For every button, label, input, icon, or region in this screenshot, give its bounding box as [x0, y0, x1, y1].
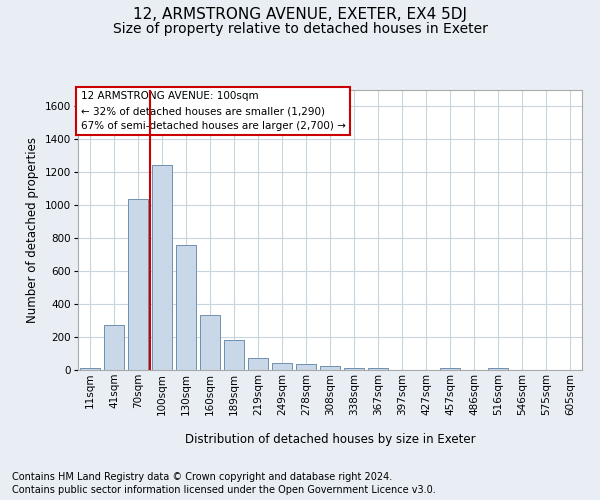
Bar: [128, 198, 148, 370]
Text: 12 ARMSTRONG AVENUE: 100sqm
← 32% of detached houses are smaller (1,290)
67% of : 12 ARMSTRONG AVENUE: 100sqm ← 32% of det…: [80, 92, 346, 131]
Text: 12, ARMSTRONG AVENUE, EXETER, EX4 5DJ: 12, ARMSTRONG AVENUE, EXETER, EX4 5DJ: [133, 8, 467, 22]
Y-axis label: Number of detached properties: Number of detached properties: [26, 137, 39, 323]
Bar: [80, 368, 100, 370]
Bar: [320, 366, 340, 370]
Bar: [200, 315, 220, 370]
Text: Distribution of detached houses by size in Exeter: Distribution of detached houses by size …: [185, 432, 475, 446]
Bar: [248, 358, 268, 370]
Bar: [440, 368, 460, 370]
Bar: [224, 340, 244, 370]
Bar: [104, 324, 124, 370]
Bar: [272, 362, 292, 370]
Bar: [152, 165, 172, 370]
Text: Contains HM Land Registry data © Crown copyright and database right 2024.: Contains HM Land Registry data © Crown c…: [12, 472, 392, 482]
Text: Contains public sector information licensed under the Open Government Licence v3: Contains public sector information licen…: [12, 485, 436, 495]
Bar: [176, 245, 196, 370]
Bar: [368, 368, 388, 370]
Bar: [488, 368, 508, 370]
Text: Size of property relative to detached houses in Exeter: Size of property relative to detached ho…: [113, 22, 487, 36]
Bar: [296, 364, 316, 370]
Bar: [344, 368, 364, 370]
